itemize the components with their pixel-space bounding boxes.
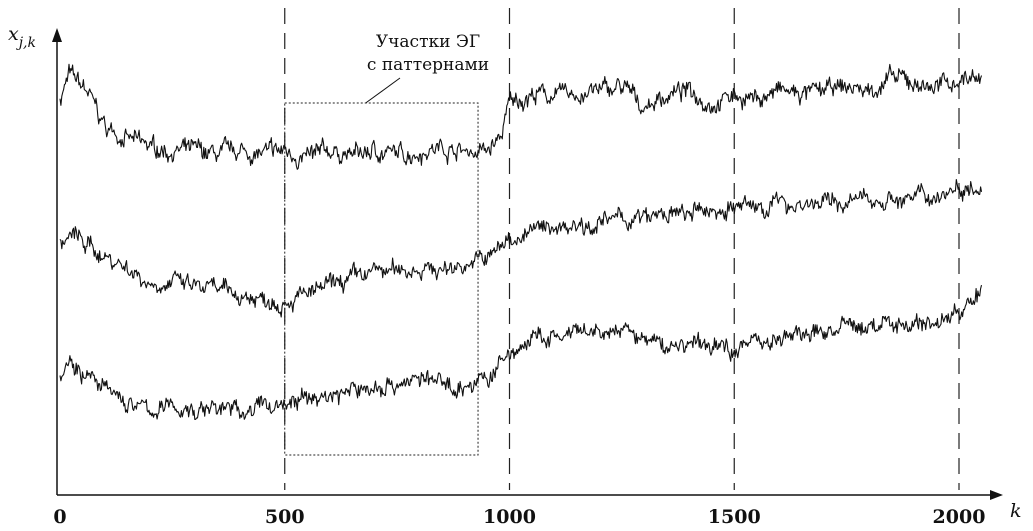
y-axis-label: xj,k xyxy=(8,23,36,51)
annotation-line-2: с паттернами xyxy=(367,55,489,75)
x-axis-arrow-icon xyxy=(990,490,1003,500)
annotation-leader-line xyxy=(365,77,401,104)
x-tick-1500: 1500 xyxy=(708,506,761,528)
series-3-line xyxy=(59,284,983,421)
highlight-rect xyxy=(284,102,479,456)
series-2-line xyxy=(59,178,983,318)
x-tick-2000: 2000 xyxy=(933,506,986,528)
highlight-region xyxy=(284,102,479,456)
axes xyxy=(52,28,1003,500)
x-tick-1000: 1000 xyxy=(483,506,536,528)
annotation-line-1: Участки ЭГ xyxy=(376,32,480,52)
series-group xyxy=(59,63,983,421)
y-axis-arrow-icon xyxy=(52,28,62,42)
x-tick-labels: 0 500 1000 1500 2000 xyxy=(53,506,985,528)
series-1-line xyxy=(59,63,983,170)
y-axis-label-subscript: j,k xyxy=(16,35,36,51)
annotation: Участки ЭГ с паттернами xyxy=(365,32,489,104)
x-tick-0: 0 xyxy=(53,506,66,528)
x-tick-500: 500 xyxy=(265,506,305,528)
x-axis-label: k xyxy=(1010,500,1022,522)
vertical-dashed-lines xyxy=(284,8,960,490)
